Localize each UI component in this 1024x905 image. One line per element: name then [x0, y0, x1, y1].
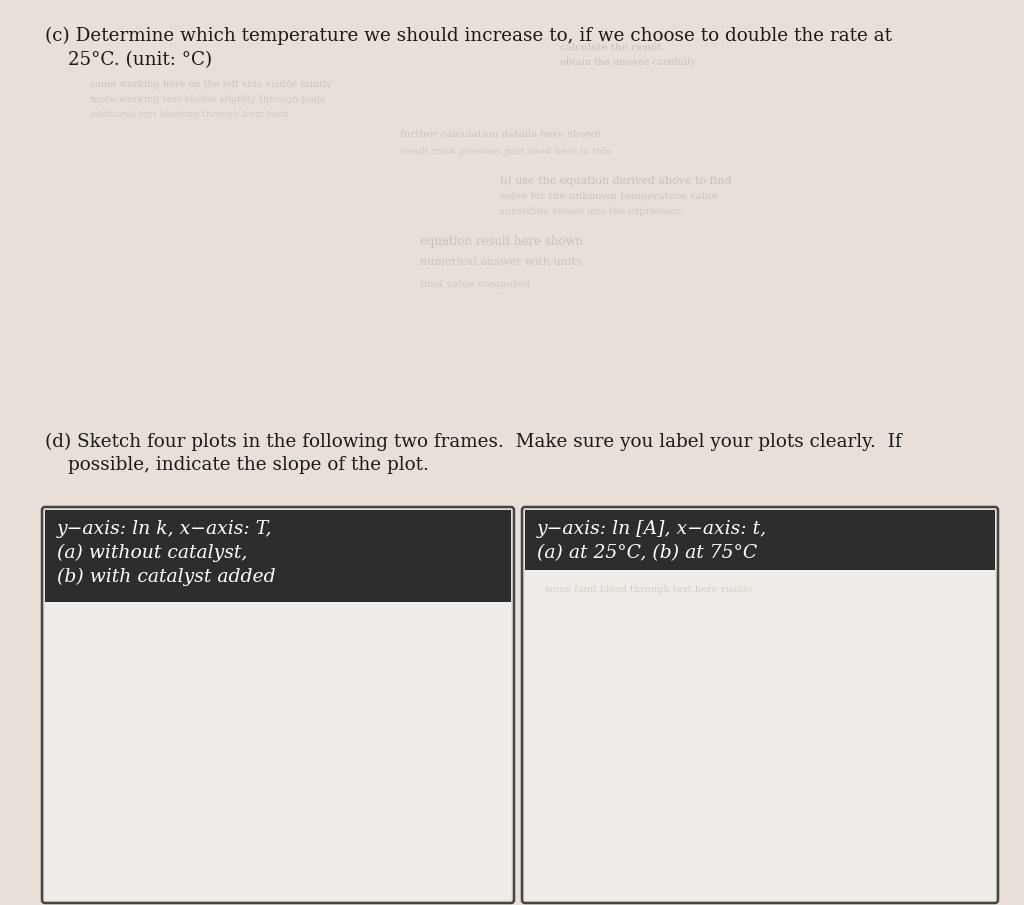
Bar	[525, 510, 995, 900]
Text: some working here on the left side visible faintly: some working here on the left side visib…	[90, 80, 332, 89]
Text: (c) Determine which temperature we should increase to, if we choose to double th: (c) Determine which temperature we shoul…	[45, 27, 892, 45]
Text: further calculation details here shown: further calculation details here shown	[400, 130, 601, 139]
Text: y−axis: ln k, x−axis: T,: y−axis: ln k, x−axis: T,	[57, 520, 272, 538]
Text: solve for the unknown temperature value: solve for the unknown temperature value	[500, 192, 718, 201]
Text: (a) without catalyst,: (a) without catalyst,	[57, 544, 248, 562]
Text: (a) at 25°C, (b) at 75°C: (a) at 25°C, (b) at 75°C	[537, 544, 758, 562]
Bar	[45, 510, 511, 602]
Text: y−axis: ln [A], x−axis: t,: y−axis: ln [A], x−axis: t,	[537, 520, 767, 538]
Bar	[45, 510, 511, 900]
Text: equation result here shown: equation result here shown	[420, 235, 583, 248]
Text: final value computed: final value computed	[420, 280, 530, 289]
Text: numerical answer with units: numerical answer with units	[420, 257, 582, 267]
Text: obtain the answer carefully: obtain the answer carefully	[560, 58, 695, 67]
Bar	[525, 510, 995, 570]
Text: (b) with catalyst added: (b) with catalyst added	[57, 568, 275, 586]
Text: more working text visible slightly through page: more working text visible slightly throu…	[90, 95, 326, 104]
Text: some faint bleed through text here visible: some faint bleed through text here visib…	[545, 585, 753, 594]
Text: 25°C. (unit: °C): 25°C. (unit: °C)	[68, 51, 212, 69]
Text: possible, indicate the slope of the plot.: possible, indicate the slope of the plot…	[68, 456, 429, 474]
Text: (d) Sketch four plots in the following two frames.  Make sure you label your plo: (d) Sketch four plots in the following t…	[45, 433, 902, 452]
Text: calculate the result: calculate the result	[560, 43, 662, 52]
Text: b) use the equation derived above to find: b) use the equation derived above to fin…	[500, 175, 731, 186]
Text: result from previous part used here in this: result from previous part used here in t…	[400, 147, 610, 156]
Text: substitute values into the expression: substitute values into the expression	[500, 207, 681, 216]
Text: additional text bleeding through from back: additional text bleeding through from ba…	[90, 110, 288, 119]
